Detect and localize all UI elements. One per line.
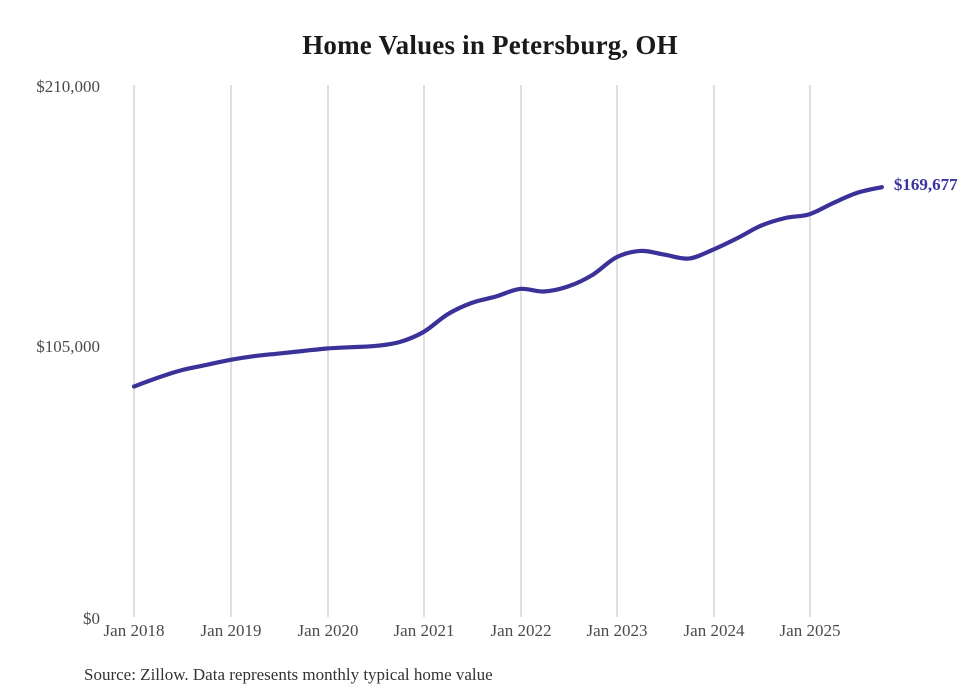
x-tick-label-jan-2023: Jan 2023: [586, 621, 648, 640]
x-tick-label-jan-2025: Jan 2025: [779, 621, 841, 640]
end-value-annotation: $169,677: [893, 175, 958, 195]
x-tick-label-jan-2020: Jan 2020: [297, 621, 359, 640]
x-tick-label-jan-2018: Jan 2018: [103, 621, 165, 640]
x-tick-label-jan-2022: Jan 2022: [490, 621, 552, 640]
gridlines: [133, 85, 811, 617]
value-line-series: [131, 185, 884, 389]
y-tick-label-0: $0: [83, 609, 100, 628]
y-tick-label-210000: $210,000: [36, 77, 100, 96]
chart-title: Home Values in Petersburg, OH: [302, 30, 678, 60]
x-tick-label-jan-2021: Jan 2021: [393, 621, 455, 640]
source-note: Source: Zillow. Data represents monthly …: [84, 665, 493, 684]
y-tick-label-105000: $105,000: [36, 337, 100, 356]
x-tick-label-jan-2019: Jan 2019: [200, 621, 262, 640]
x-tick-label-jan-2024: Jan 2024: [683, 621, 745, 640]
